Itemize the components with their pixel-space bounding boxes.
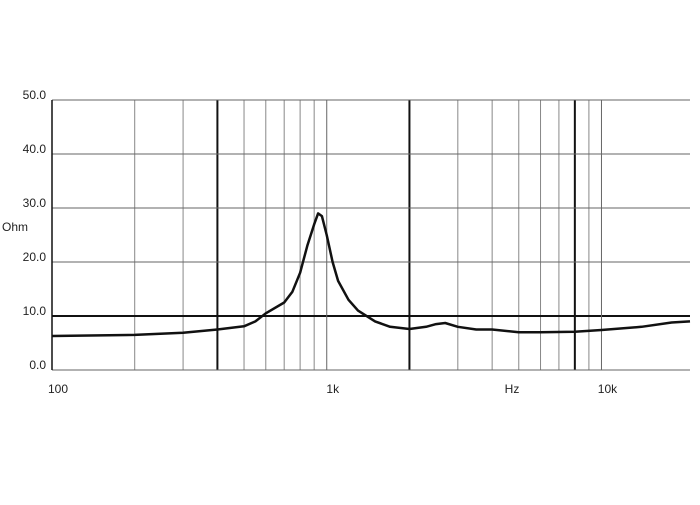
y-tick-label: 50.0 [23, 88, 47, 102]
x-tick-label: 1k [326, 382, 340, 396]
y-axis-label: Ohm [2, 220, 28, 234]
y-tick-label: 10.0 [23, 304, 47, 318]
x-tick-label: 10k [598, 382, 618, 396]
y-tick-label: 30.0 [23, 196, 47, 210]
x-tick-label: 100 [48, 382, 68, 396]
x-axis-label: Hz [505, 382, 520, 396]
y-tick-label: 40.0 [23, 142, 47, 156]
y-tick-label: 20.0 [23, 250, 47, 264]
y-tick-label: 0.0 [29, 358, 46, 372]
impedance-curve [51, 212, 691, 338]
